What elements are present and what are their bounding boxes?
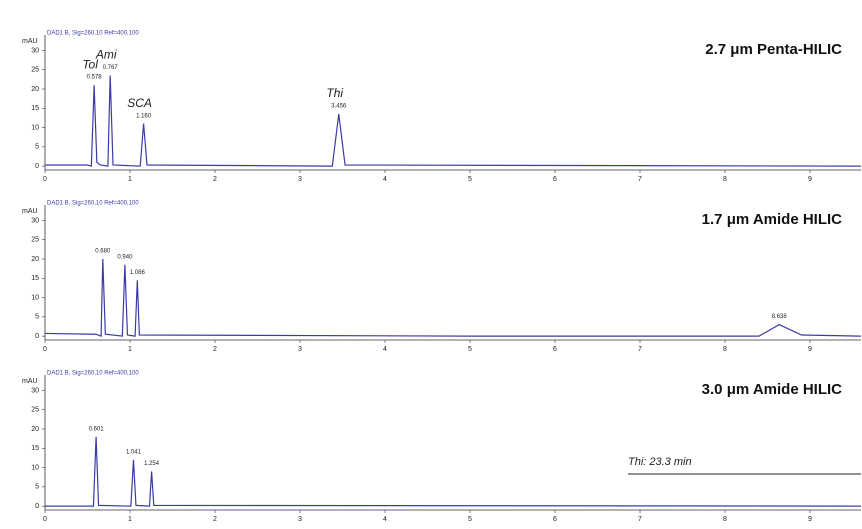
peak-name: Ami (95, 48, 117, 62)
x-tick-label: 3 (298, 176, 302, 183)
y-tick-label: 0 (35, 163, 39, 170)
y-tick-label: 10 (31, 124, 39, 131)
y-tick-label: 10 (31, 464, 39, 471)
x-tick-label: 8 (723, 346, 727, 353)
peak-time: 1.254 (144, 461, 160, 467)
y-tick-label: 20 (31, 86, 39, 93)
y-tick-label: 25 (31, 237, 39, 244)
y-tick-label: 20 (31, 256, 39, 263)
peak-time: 8.638 (772, 314, 788, 320)
peak-time: 0.578 (87, 75, 103, 81)
y-tick-label: 25 (31, 407, 39, 414)
x-tick-label: 6 (553, 516, 557, 523)
y-tick-label: 10 (31, 294, 39, 301)
y-tick-label: 15 (31, 445, 39, 452)
y-tick-label: 25 (31, 67, 39, 74)
x-tick-label: 5 (468, 346, 472, 353)
x-tick-label: 7 (638, 176, 642, 183)
peak-time: 1.086 (130, 270, 146, 276)
y-tick-label: 30 (31, 217, 39, 224)
trace (44, 258, 862, 338)
y-tick-label: 5 (35, 314, 39, 321)
x-tick-label: 2 (213, 176, 217, 183)
trace (45, 75, 862, 167)
peak-time: 0.680 (95, 249, 111, 255)
y-axis-label: mAU (22, 378, 38, 385)
x-tick-label: 9 (808, 346, 812, 353)
x-tick-label: 5 (468, 176, 472, 183)
panel-subtitle: DAD1 B, Sig=260,10 Ref=400,100 (47, 201, 139, 207)
y-tick-label: 30 (31, 387, 39, 394)
trace (45, 436, 862, 507)
x-tick-label: 7 (638, 516, 642, 523)
x-tick-label: 1 (128, 346, 132, 353)
y-axis-label: mAU (22, 208, 38, 215)
y-axis-label: mAU (22, 38, 38, 45)
x-tick-label: 0 (43, 516, 47, 523)
peak-time: 3.456 (331, 104, 347, 110)
x-tick-label: 8 (723, 516, 727, 523)
peak-name: Tol (82, 57, 98, 71)
peak-time: 0.767 (103, 65, 119, 71)
panel-title: 1.7 μm Amide HILIC (702, 211, 842, 228)
x-tick-label: 0 (43, 346, 47, 353)
y-tick-label: 0 (35, 503, 39, 510)
y-tick-label: 30 (31, 47, 39, 54)
y-tick-label: 5 (35, 144, 39, 151)
x-tick-label: 4 (383, 176, 387, 183)
x-tick-label: 4 (383, 516, 387, 523)
peak-time: 0.601 (89, 426, 105, 432)
x-tick-label: 2 (213, 346, 217, 353)
peak-time: 0.940 (117, 254, 133, 260)
peak-name: SCA (127, 96, 152, 110)
y-tick-label: 20 (31, 426, 39, 433)
x-tick-label: 8 (723, 176, 727, 183)
panel-title: 3.0 μm Amide HILIC (702, 381, 842, 398)
x-tick-label: 4 (383, 346, 387, 353)
x-tick-label: 1 (128, 176, 132, 183)
peak-name: Thi (326, 86, 343, 100)
x-tick-label: 1 (128, 516, 132, 523)
x-tick-label: 2 (213, 516, 217, 523)
x-tick-label: 3 (298, 346, 302, 353)
peak-time: 1.160 (136, 113, 152, 119)
panel-subtitle: DAD1 B, Sig=260,10 Ref=400,100 (47, 31, 139, 37)
x-tick-label: 9 (808, 176, 812, 183)
x-tick-label: 6 (553, 176, 557, 183)
x-tick-label: 9 (808, 516, 812, 523)
peak-time: 1.041 (126, 449, 142, 455)
y-tick-label: 15 (31, 105, 39, 112)
y-tick-label: 5 (35, 484, 39, 491)
x-tick-label: 3 (298, 516, 302, 523)
y-tick-label: 0 (35, 333, 39, 340)
y-tick-label: 15 (31, 275, 39, 282)
annotation: Thi: 23.3 min (628, 456, 692, 468)
x-tick-label: 5 (468, 516, 472, 523)
x-tick-label: 6 (553, 346, 557, 353)
panel-title: 2.7 μm Penta-HILIC (705, 41, 842, 58)
x-tick-label: 0 (43, 176, 47, 183)
x-tick-label: 7 (638, 346, 642, 353)
panel-subtitle: DAD1 B, Sig=260,10 Ref=400,100 (47, 371, 139, 377)
